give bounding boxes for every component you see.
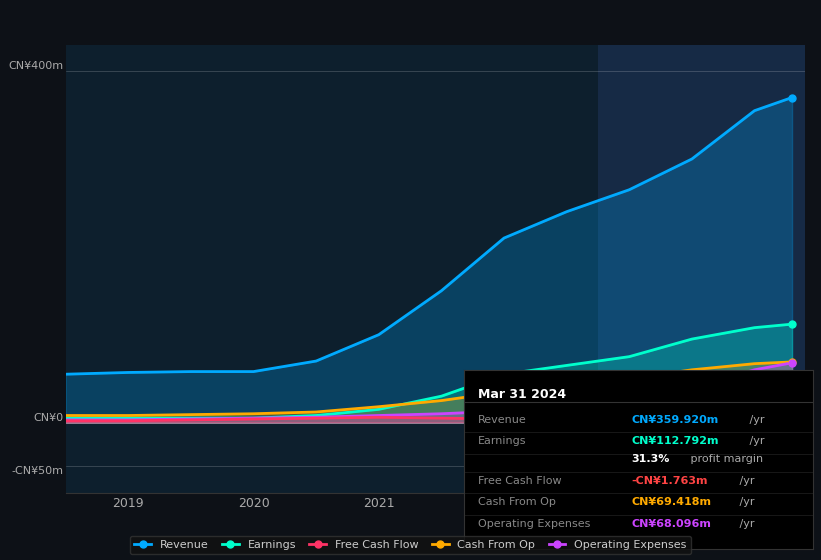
Text: 2024: 2024 <box>739 497 770 510</box>
Text: /yr: /yr <box>736 519 754 529</box>
Text: CN¥68.096m: CN¥68.096m <box>631 519 711 529</box>
Text: CN¥112.792m: CN¥112.792m <box>631 436 719 446</box>
Text: Operating Expenses: Operating Expenses <box>478 519 590 529</box>
Text: /yr: /yr <box>736 475 754 486</box>
Text: 2023: 2023 <box>613 497 645 510</box>
Text: CN¥0: CN¥0 <box>33 413 63 423</box>
Text: profit margin: profit margin <box>687 454 764 464</box>
Text: 2022: 2022 <box>488 497 520 510</box>
Text: Cash From Op: Cash From Op <box>478 497 556 507</box>
Text: Revenue: Revenue <box>478 415 526 425</box>
Text: CN¥400m: CN¥400m <box>8 61 63 71</box>
Text: -CN¥50m: -CN¥50m <box>11 466 63 477</box>
Bar <box>598 45 805 493</box>
Text: /yr: /yr <box>745 436 764 446</box>
Text: 2021: 2021 <box>363 497 395 510</box>
Text: 31.3%: 31.3% <box>631 454 670 464</box>
Legend: Revenue, Earnings, Free Cash Flow, Cash From Op, Operating Expenses: Revenue, Earnings, Free Cash Flow, Cash … <box>130 535 691 554</box>
Text: /yr: /yr <box>745 415 764 425</box>
Text: /yr: /yr <box>736 497 754 507</box>
Text: Earnings: Earnings <box>478 436 526 446</box>
Text: 2019: 2019 <box>112 497 144 510</box>
Text: 2020: 2020 <box>237 497 269 510</box>
Text: -CN¥1.763m: -CN¥1.763m <box>631 475 708 486</box>
Text: CN¥359.920m: CN¥359.920m <box>631 415 718 425</box>
Text: Free Cash Flow: Free Cash Flow <box>478 475 562 486</box>
Text: CN¥69.418m: CN¥69.418m <box>631 497 711 507</box>
Text: Mar 31 2024: Mar 31 2024 <box>478 388 566 400</box>
